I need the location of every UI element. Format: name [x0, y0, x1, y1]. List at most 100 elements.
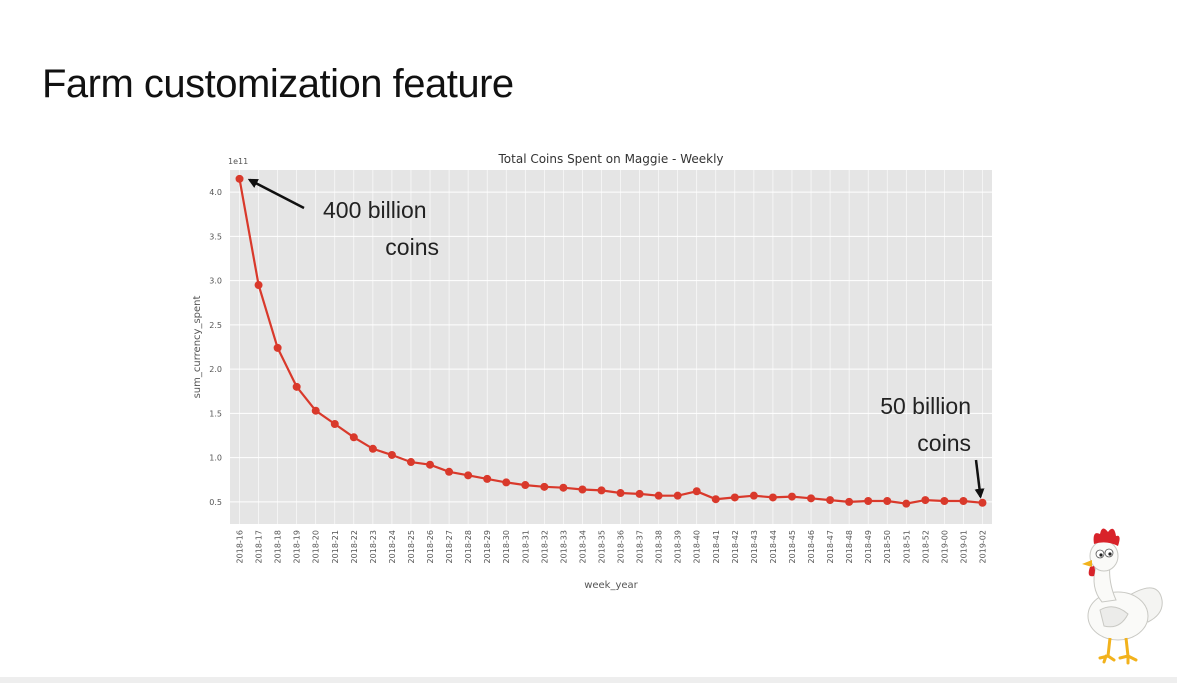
data-point: [749, 491, 758, 500]
x-axis-ticks: 2018-16 2018-17 2018-18 2018-19 2018-20 2018-…: [236, 530, 988, 563]
x-tick-label: 2018-25: [407, 530, 416, 563]
data-point: [654, 491, 663, 500]
x-tick-label: 2018-16: [236, 530, 245, 563]
x-tick-label: 2019-00: [940, 530, 949, 563]
data-point: [578, 485, 587, 494]
data-point: [616, 489, 625, 498]
x-tick-label: 2018-33: [559, 530, 568, 563]
data-point: [597, 486, 606, 495]
data-point: [445, 467, 454, 476]
data-point: [464, 471, 473, 480]
annotations: 400 billion coins 50 billion coins: [247, 178, 985, 499]
x-tick-label: 2018-28: [464, 530, 473, 563]
data-point: [387, 450, 396, 459]
slide-title: Farm customization feature: [42, 62, 514, 106]
x-tick-label: 2018-49: [864, 530, 873, 563]
x-tick-label: 2018-36: [617, 530, 626, 563]
x-tick-label: 2019-01: [959, 530, 968, 563]
y-tick-label: 2.5: [209, 321, 222, 330]
x-tick-label: 2018-41: [712, 530, 721, 563]
data-point: [521, 481, 530, 490]
data-point: [254, 281, 263, 290]
x-tick-label: 2018-37: [636, 530, 645, 563]
x-tick-label: 2018-21: [331, 530, 340, 563]
x-tick-label: 2018-38: [655, 530, 664, 563]
data-point: [540, 482, 549, 491]
data-point: [483, 474, 492, 483]
data-point: [711, 495, 720, 504]
data-point: [940, 496, 949, 505]
x-tick-label: 2018-23: [369, 530, 378, 563]
data-point: [635, 489, 644, 498]
x-tick-label: 2018-51: [902, 530, 911, 563]
x-tick-label: 2018-35: [597, 530, 606, 563]
x-tick-label: 2018-18: [274, 530, 283, 563]
data-point: [559, 483, 568, 492]
x-tick-label: 2018-43: [750, 530, 759, 563]
x-tick-label: 2018-30: [502, 530, 511, 563]
data-point: [692, 487, 701, 496]
data-point: [978, 498, 987, 507]
y-tick-label: 3.5: [209, 232, 222, 241]
x-tick-label: 2018-29: [483, 530, 492, 563]
x-tick-label: 2018-45: [788, 530, 797, 563]
x-tick-label: 2018-19: [293, 530, 302, 563]
y-tick-label: 1.0: [209, 454, 222, 463]
x-tick-label: 2018-40: [693, 530, 702, 563]
x-tick-label: 2018-47: [826, 530, 835, 563]
x-tick-label: 2018-17: [255, 530, 264, 563]
x-tick-label: 2018-20: [312, 530, 321, 563]
data-point: [406, 458, 415, 467]
y-offset-label: 1e11: [228, 157, 248, 166]
annotation-arrow: [247, 178, 305, 210]
data-point: [673, 491, 682, 500]
x-tick-label: 2018-39: [674, 530, 683, 563]
chart-title: Total Coins Spent on Maggie - Weekly: [498, 152, 724, 166]
data-point: [330, 419, 339, 428]
x-tick-label: 2018-32: [540, 530, 549, 563]
data-point: [730, 493, 739, 502]
data-point: [768, 493, 777, 502]
annotation-arrow: [974, 459, 985, 499]
data-point: [311, 406, 320, 415]
data-point: [959, 496, 968, 505]
annotation-text: coins: [917, 430, 971, 456]
x-tick-label: 2018-48: [845, 530, 854, 563]
annotation-text: coins: [385, 234, 439, 260]
x-axis-label: week_year: [584, 580, 638, 591]
x-tick-label: 2019-02: [978, 530, 987, 563]
data-point: [845, 497, 854, 506]
footer-band: [0, 677, 1177, 683]
x-tick-label: 2018-50: [883, 530, 892, 563]
y-tick-label: 0.5: [209, 498, 222, 507]
data-point: [826, 496, 835, 505]
data-point: [235, 174, 244, 183]
data-point: [349, 433, 358, 442]
x-tick-label: 2018-52: [921, 530, 930, 563]
x-tick-label: 2018-42: [731, 530, 740, 563]
x-tick-label: 2018-46: [807, 530, 816, 563]
x-tick-label: 2018-34: [578, 530, 587, 563]
data-point: [807, 494, 816, 503]
y-axis-label: sum_currency_spent: [192, 296, 203, 399]
data-point: [883, 496, 892, 505]
x-tick-label: 2018-31: [521, 530, 530, 563]
x-tick-label: 2018-27: [445, 530, 454, 563]
grid: [230, 170, 992, 524]
y-tick-label: 3.0: [209, 277, 222, 286]
y-tick-label: 4.0: [209, 188, 222, 197]
series-line: [238, 178, 983, 505]
data-point: [368, 444, 377, 453]
x-tick-label: 2018-26: [426, 530, 435, 563]
chicken-icon: [1070, 518, 1165, 673]
data-point: [292, 382, 301, 391]
y-tick-label: 2.0: [209, 365, 222, 374]
x-tick-label: 2018-22: [350, 530, 359, 563]
data-point: [902, 499, 911, 508]
data-point: [921, 496, 930, 505]
x-tick-label: 2018-44: [769, 530, 778, 563]
data-point: [502, 478, 511, 487]
plot-area: [230, 170, 992, 524]
y-tick-label: 1.5: [209, 409, 222, 418]
annotation-text: 50 billion: [880, 393, 971, 419]
